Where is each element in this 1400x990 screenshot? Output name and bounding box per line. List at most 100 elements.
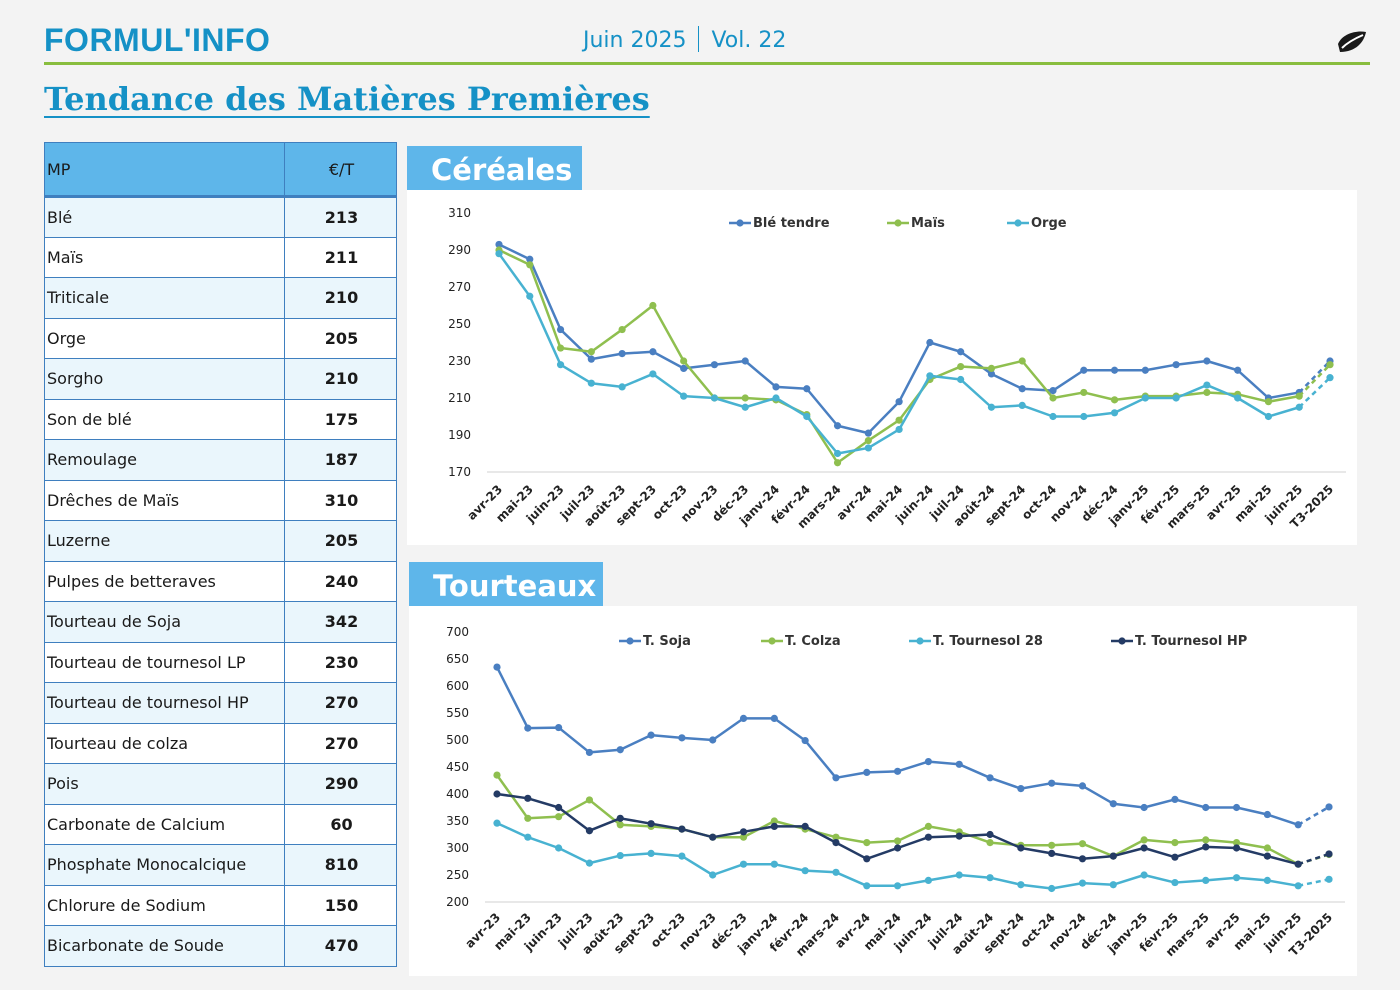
- data-point: [1203, 388, 1211, 397]
- data-point: [524, 814, 532, 822]
- data-point: [618, 325, 626, 334]
- data-point: [709, 871, 717, 879]
- data-point: [1018, 401, 1026, 409]
- data-point: [1325, 803, 1333, 811]
- series-projection-line-1: [1298, 363, 1331, 398]
- data-point: [1263, 844, 1271, 852]
- data-point: [1202, 803, 1210, 812]
- data-point: [833, 449, 842, 458]
- data-point: [1140, 836, 1148, 844]
- table-row: Blé 213: [44, 196, 397, 238]
- data-point: [1080, 366, 1088, 374]
- data-point: [524, 724, 532, 732]
- legend-swatch-marker: [1118, 637, 1126, 645]
- data-point: [863, 882, 871, 890]
- material-price: 187: [284, 439, 397, 481]
- data-point: [803, 412, 811, 421]
- data-point: [803, 385, 811, 393]
- material-name: Pulpes de betteraves: [44, 560, 285, 602]
- data-point: [493, 819, 501, 827]
- material-price: 213: [284, 196, 397, 238]
- material-name: Phosphate Monocalcique: [44, 844, 285, 886]
- material-price: 270: [284, 722, 397, 764]
- section-tab-cereales: Céréales: [407, 146, 582, 190]
- data-point: [739, 828, 748, 836]
- data-point: [647, 849, 655, 857]
- cereales-line-chart: 170190210230250270290310avr-23mai-23juin…: [448, 206, 1346, 531]
- data-point: [1234, 394, 1242, 402]
- table-row: Tourteau de tournesol LP 230: [44, 641, 397, 683]
- material-price: 205: [284, 317, 397, 359]
- table-row: Phosphate Monocalcique 810: [44, 844, 397, 886]
- data-point: [895, 425, 903, 434]
- data-point: [1018, 357, 1026, 365]
- legend-swatch-marker: [1014, 219, 1022, 227]
- data-point: [863, 855, 871, 863]
- material-price: 342: [284, 601, 397, 643]
- data-point: [1202, 836, 1210, 844]
- data-point: [616, 851, 624, 860]
- legend-label: T. Tournesol 28: [933, 634, 1043, 649]
- data-point: [1078, 840, 1087, 848]
- data-point: [1202, 876, 1210, 884]
- data-point: [1049, 387, 1057, 395]
- data-point: [556, 361, 565, 369]
- data-point: [1172, 361, 1180, 369]
- data-point: [1078, 782, 1087, 790]
- data-point: [741, 357, 749, 365]
- data-point: [893, 882, 902, 890]
- data-point: [526, 261, 534, 269]
- issue-info: Juin 2025 Vol. 22: [583, 26, 786, 53]
- table-row: Remoulage 187: [44, 439, 397, 481]
- data-point: [1078, 855, 1087, 863]
- data-point: [986, 774, 994, 782]
- data-point: [649, 301, 657, 310]
- data-point: [986, 830, 994, 839]
- issue-volume: Vol. 22: [711, 28, 787, 53]
- material-name: Pois: [44, 763, 285, 805]
- data-point: [495, 250, 503, 258]
- material-name: Remoulage: [44, 439, 285, 481]
- data-point: [1263, 876, 1271, 884]
- table-row: Orge 205: [44, 317, 397, 359]
- material-name: Son de blé: [44, 398, 285, 440]
- data-point: [709, 833, 717, 841]
- data-point: [1295, 403, 1303, 411]
- series-projection-line-2: [1298, 376, 1331, 409]
- data-point: [832, 833, 840, 841]
- data-point: [1325, 850, 1333, 858]
- data-point: [647, 820, 655, 828]
- material-name: Triticale: [44, 277, 285, 319]
- data-point: [987, 370, 996, 378]
- leaf-mark-icon: [1338, 31, 1366, 52]
- material-name: Chlorure de Sodium: [44, 884, 285, 926]
- data-point: [801, 736, 809, 745]
- material-price: 175: [284, 398, 397, 440]
- data-point: [1264, 398, 1273, 406]
- data-point: [739, 714, 748, 722]
- data-point: [616, 814, 624, 822]
- table-row: Bicarbonate de Soude 470: [44, 925, 397, 967]
- legend-label: Orge: [1031, 216, 1067, 231]
- data-point: [1171, 839, 1179, 847]
- header-divider: [44, 62, 1370, 65]
- section-tab-tourteaux: Tourteaux: [409, 562, 603, 606]
- material-name: Orge: [44, 317, 285, 359]
- legend-swatch-marker: [894, 219, 902, 227]
- data-point: [801, 867, 809, 875]
- series-projection-line-2: [1297, 878, 1330, 888]
- data-point: [710, 361, 719, 369]
- data-point: [895, 416, 903, 424]
- y-tick-label: 400: [446, 787, 469, 801]
- data-point: [678, 734, 686, 742]
- data-point: [1171, 853, 1179, 861]
- data-point: [524, 833, 532, 841]
- data-point: [555, 813, 563, 821]
- data-point: [1202, 843, 1210, 851]
- y-tick-label: 700: [446, 625, 469, 639]
- data-point: [680, 364, 688, 372]
- material-name: Maïs: [44, 236, 285, 278]
- data-point: [556, 325, 565, 334]
- data-point: [1017, 881, 1025, 889]
- data-point: [1109, 800, 1117, 808]
